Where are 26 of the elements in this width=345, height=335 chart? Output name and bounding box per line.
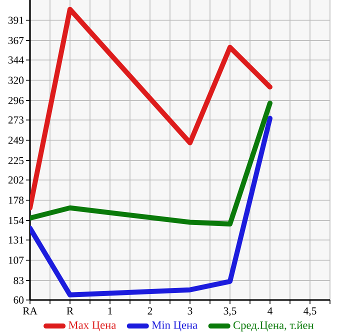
x-tick-label: 2 — [148, 307, 152, 314]
y-tick-label: 367 — [8, 36, 24, 44]
y-tick-label: 320 — [8, 76, 24, 84]
legend-label: Сред.Цена, т.йен — [233, 321, 314, 332]
x-tick-label: 4,5 — [304, 307, 316, 316]
y-tick-label: 344 — [8, 56, 24, 64]
y-tick-label: 249 — [8, 136, 24, 144]
x-tick-label: RA — [22, 307, 38, 314]
y-tick-label: 107 — [8, 256, 24, 264]
y-tick-label: 202 — [8, 176, 24, 184]
y-tick-label: 154 — [8, 216, 24, 224]
legend-label: Max Цена — [68, 321, 116, 332]
y-tick-label: 83 — [14, 276, 24, 284]
y-tick-label: 296 — [8, 96, 24, 104]
y-tick-label: 273 — [8, 116, 24, 124]
x-tick-label: R — [66, 307, 74, 314]
legend-label: Min Цена — [152, 321, 198, 332]
y-tick-label: 131 — [8, 236, 24, 244]
x-tick-label: 3 — [188, 307, 192, 315]
y-tick-label: 60 — [14, 296, 24, 304]
y-tick-label: 225 — [8, 156, 24, 164]
y-tick-label: 178 — [8, 196, 24, 204]
x-tick-label: 3,5 — [224, 307, 236, 316]
x-tick-label: 1 — [108, 307, 112, 314]
y-tick-label: 391 — [8, 16, 24, 24]
x-tick-label: 4 — [268, 307, 272, 314]
